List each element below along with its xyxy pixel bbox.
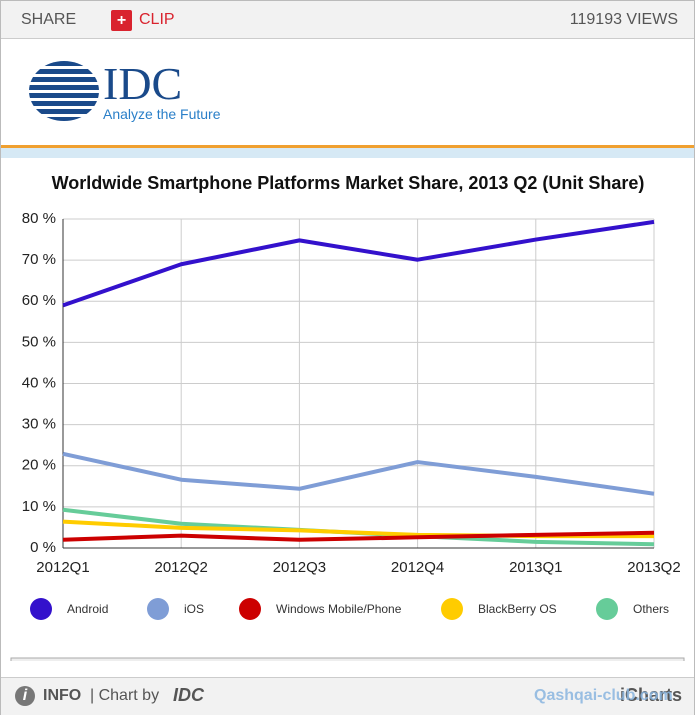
views: 119193 VIEWS: [569, 11, 678, 28]
chart-title: Worldwide Smartphone Platforms Market Sh…: [52, 173, 645, 193]
x-tick-label: 2012Q4: [391, 559, 444, 576]
watermark: Qashqai-club.com: [534, 687, 673, 704]
share-button[interactable]: SHARE: [21, 11, 77, 28]
legend-marker: [596, 598, 618, 620]
logo-globe: [29, 61, 99, 121]
legend-label: Windows Mobile/Phone: [276, 602, 402, 616]
y-tick-label: 80 %: [22, 210, 56, 227]
logo-name: IDC: [103, 58, 183, 109]
legend-label: iOS: [184, 602, 204, 616]
chart-by: | Chart by: [90, 687, 160, 704]
series-line: [62, 451, 655, 496]
logo-area: IDC Analyze the Future: [1, 39, 694, 148]
legend-label: BlackBerry OS: [478, 602, 557, 616]
x-tick-label: 2012Q1: [36, 559, 89, 576]
info-icon: i: [15, 686, 35, 706]
y-tick-label: 20 %: [22, 457, 56, 474]
y-tick-label: 50 %: [22, 333, 56, 350]
legend-marker: [147, 598, 169, 620]
x-tick-label: 2012Q3: [273, 559, 326, 576]
series-line: [62, 530, 655, 542]
x-tick-label: 2012Q2: [155, 559, 208, 576]
y-tick-label: 60 %: [22, 292, 56, 309]
scrollbar[interactable]: [10, 657, 685, 661]
legend-marker: [239, 598, 261, 620]
x-tick-label: 2013Q1: [509, 559, 562, 576]
x-tick-label: 2013Q2: [627, 559, 680, 576]
y-tick-label: 70 %: [22, 251, 56, 268]
top-bar: SHARE + CLIP 119193 VIEWS: [1, 1, 694, 39]
series-line: [62, 219, 655, 308]
y-tick-label: 10 %: [22, 498, 56, 515]
y-tick-label: 30 %: [22, 416, 56, 433]
clip-icon: +: [111, 10, 132, 31]
info-button[interactable]: INFO: [43, 687, 82, 704]
clip-button[interactable]: CLIP: [139, 11, 175, 28]
chart: Worldwide Smartphone Platforms Market Sh…: [10, 173, 685, 661]
band: [1, 148, 694, 158]
brand: IDC: [173, 685, 204, 705]
footer: i INFO | Chart by IDC iCharts Qashqai-cl…: [1, 677, 694, 715]
logo-tagline: Analyze the Future: [103, 106, 221, 122]
y-tick-label: 40 %: [22, 374, 56, 391]
y-tick-label: 0 %: [30, 539, 56, 556]
legend-marker: [30, 598, 52, 620]
legend-label: Android: [67, 602, 108, 616]
credit[interactable]: iCharts: [619, 685, 682, 705]
legend-label: Others: [633, 602, 669, 616]
legend-marker: [441, 598, 463, 620]
